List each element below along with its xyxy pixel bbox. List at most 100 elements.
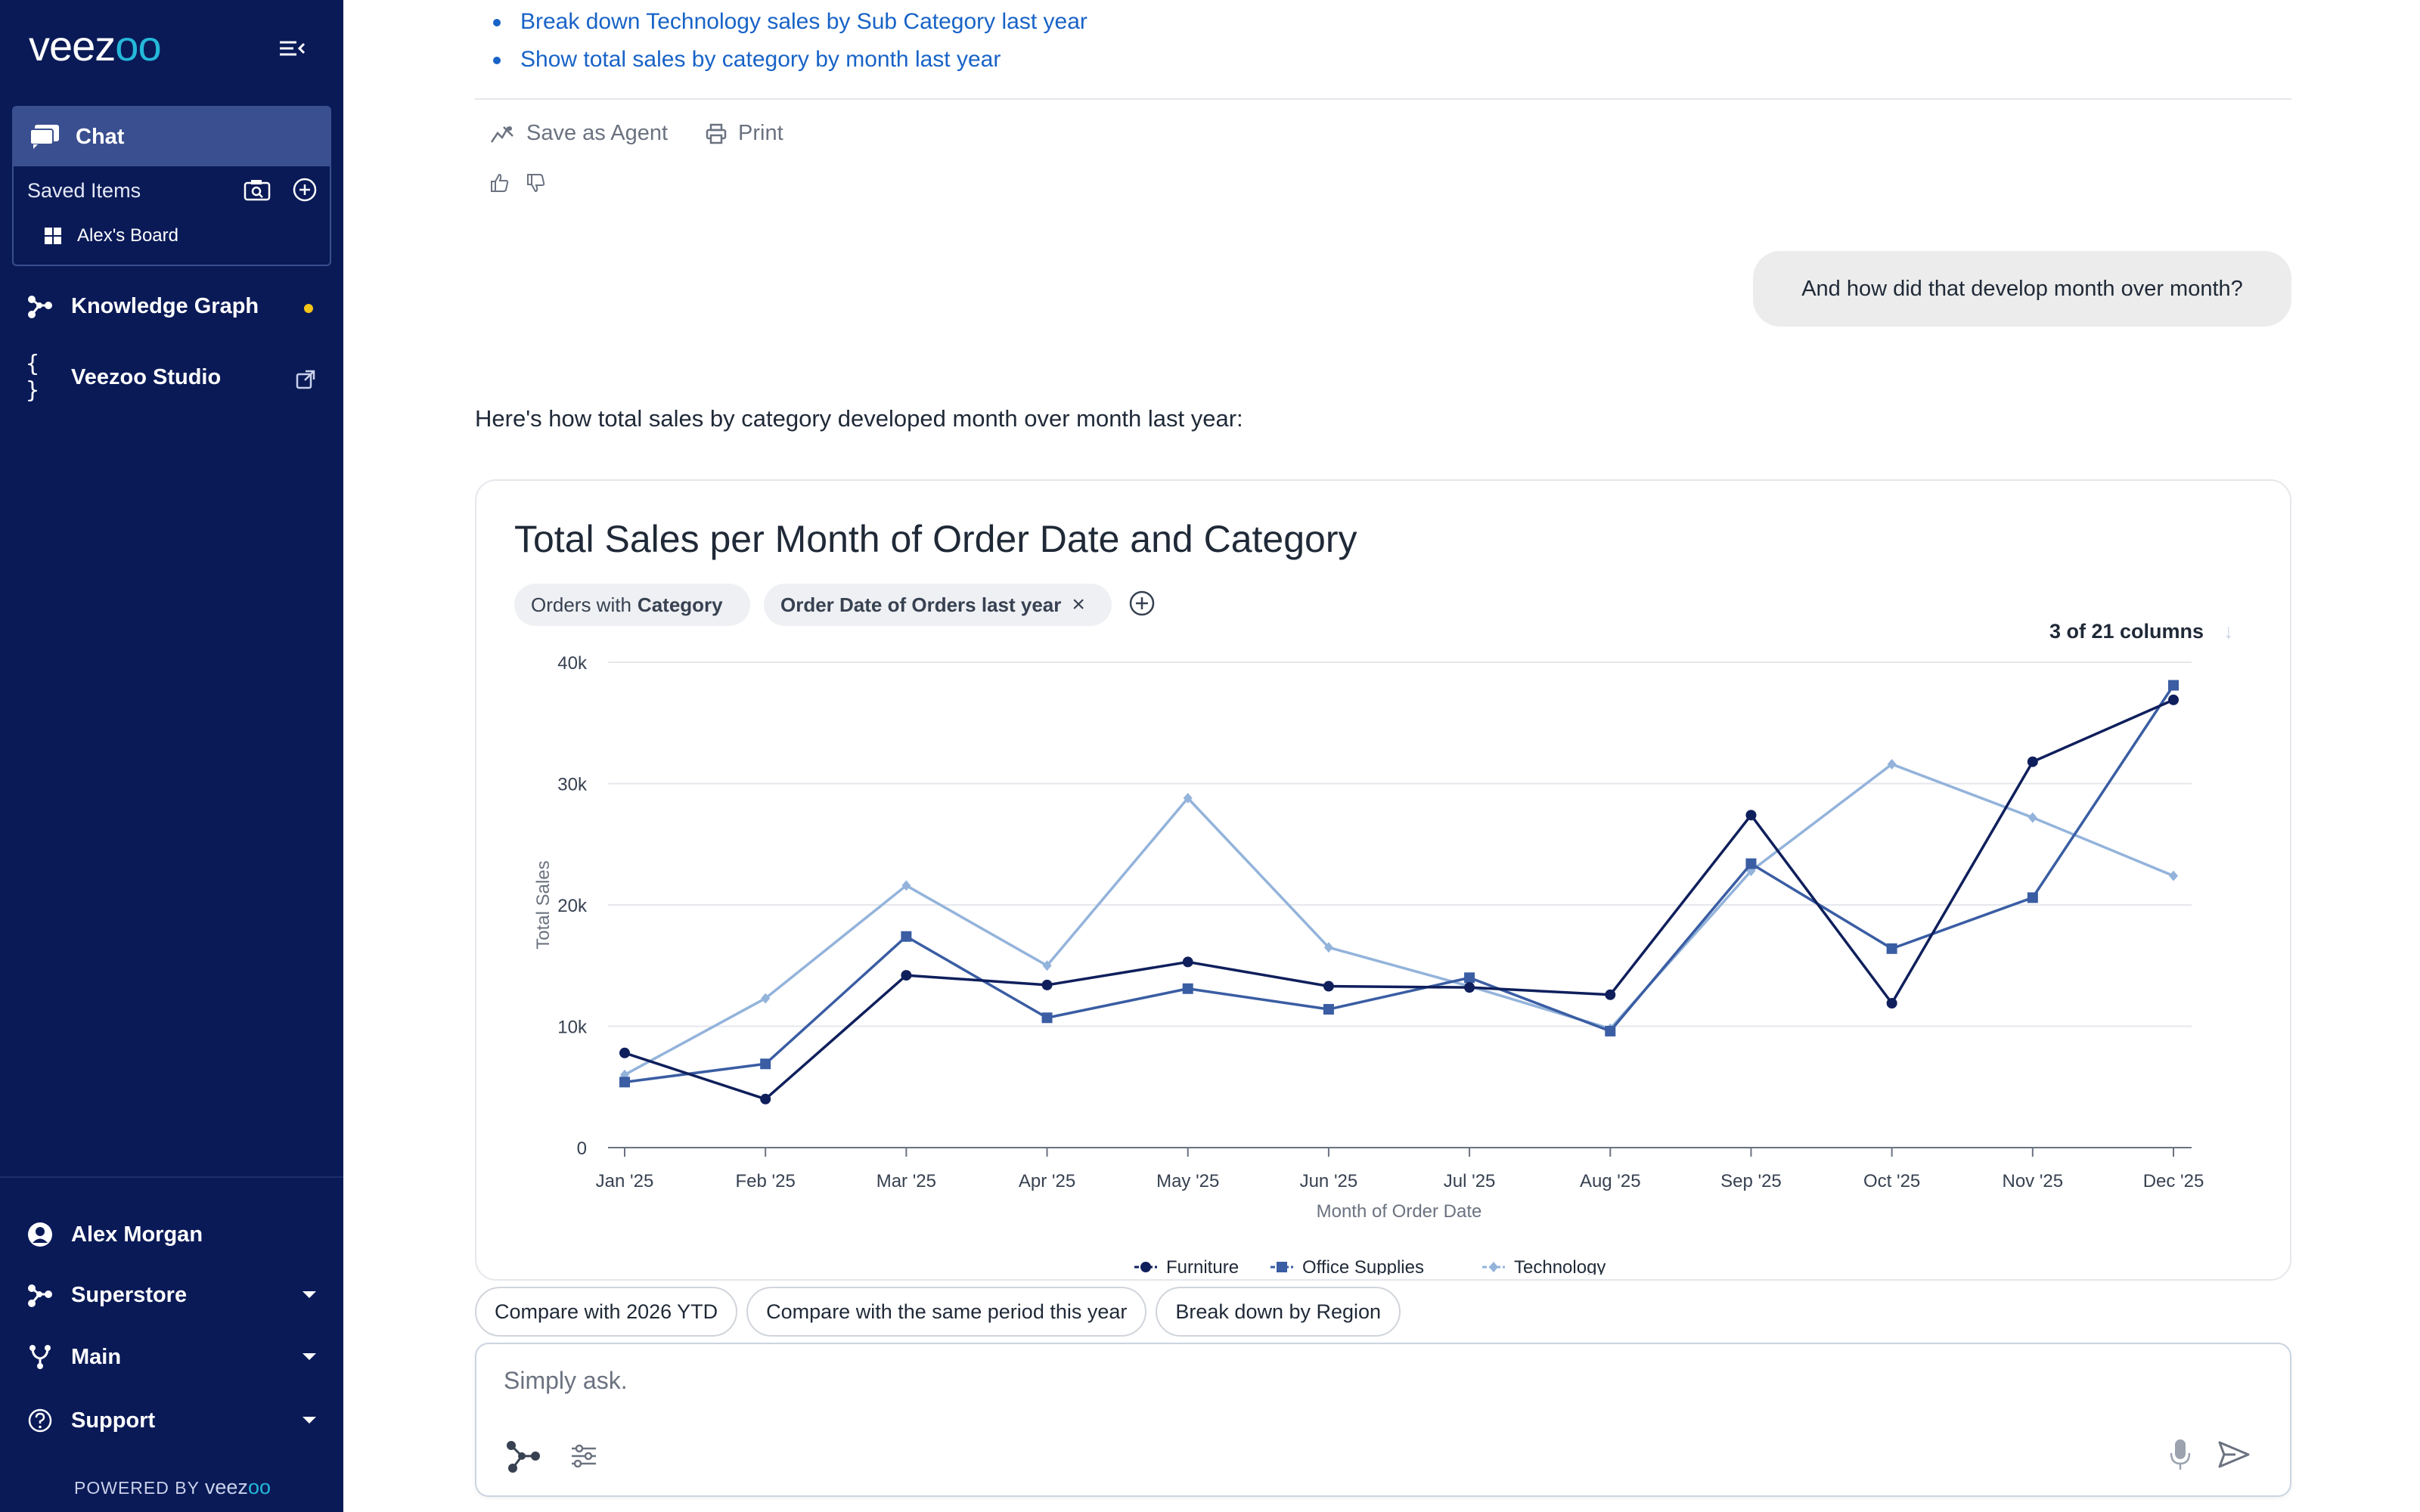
data-point: [2027, 892, 2038, 903]
collapse-sidebar-icon[interactable]: [277, 36, 307, 60]
x-tick-label: May '25: [1156, 1171, 1219, 1191]
status-dot: [304, 304, 313, 313]
x-tick-label: Dec '25: [2143, 1171, 2204, 1191]
data-point: [2027, 756, 2038, 767]
y-tick-label: 0: [577, 1139, 587, 1159]
x-tick-label: Jul '25: [1444, 1171, 1496, 1191]
sidebar-item-label: Chat: [76, 124, 125, 149]
knowledge-graph-icon[interactable]: [504, 1436, 543, 1476]
legend-marker: [1277, 1262, 1287, 1272]
data-point: [901, 970, 912, 981]
veezoo-logo[interactable]: veezoo: [29, 21, 162, 70]
chevron-down-icon[interactable]: [302, 1417, 316, 1424]
thumbs-up-icon[interactable]: [489, 172, 510, 194]
sliders-icon[interactable]: [569, 1441, 599, 1471]
y-tick-label: 30k: [557, 775, 588, 795]
y-tick-label: 40k: [557, 655, 588, 674]
suggested-link[interactable]: Break down Technology sales by Sub Categ…: [478, 3, 1087, 41]
data-point: [1887, 758, 1897, 770]
data-point: [760, 1058, 771, 1070]
series-line-technology: [624, 763, 2174, 1077]
legend-label: Technology: [1514, 1257, 1606, 1275]
suggestion-chip[interactable]: Break down by Region: [1156, 1287, 1401, 1337]
user-message-bubble: And how did that develop month over mont…: [1753, 251, 2291, 327]
data-point: [1041, 979, 1053, 990]
x-tick-label: Apr '25: [1019, 1171, 1075, 1191]
help-icon: [28, 1408, 52, 1433]
suggestion-chip[interactable]: Compare with the same period this year: [746, 1287, 1147, 1337]
sidebar-item-label: Main: [71, 1344, 122, 1369]
x-tick-label: Jan '25: [596, 1171, 654, 1191]
x-tick-label: Jun '25: [1300, 1171, 1358, 1191]
suggested-link[interactable]: Show total sales by category by month la…: [478, 41, 1087, 79]
chart-card: Total Sales per Month of Order Date and …: [475, 479, 2291, 1281]
data-point: [1605, 989, 1616, 1000]
data-point: [1182, 983, 1193, 994]
data-point: [1041, 1012, 1053, 1024]
board-item[interactable]: Alex's Board: [14, 215, 330, 257]
chevron-down-icon[interactable]: [302, 1353, 316, 1360]
board-label: Alex's Board: [77, 225, 178, 246]
assistant-answer: Here's how total sales by category devel…: [475, 405, 1243, 432]
data-point: [2169, 870, 2178, 881]
data-point: [761, 993, 771, 1004]
x-tick-label: Mar '25: [876, 1171, 936, 1191]
data-point: [2028, 812, 2037, 823]
data-point: [1323, 1004, 1334, 1015]
sidebar-item-veezoo-studio[interactable]: { } Veezoo Studio: [26, 351, 222, 404]
print-button[interactable]: Print: [705, 121, 783, 146]
send-icon[interactable]: [2217, 1439, 2251, 1470]
saved-items-label: Saved Items: [27, 178, 141, 202]
search-saved-icon[interactable]: [244, 178, 271, 203]
saved-items-header[interactable]: Saved Items: [14, 166, 330, 215]
printer-icon: [706, 123, 727, 144]
sidebar-item-label: Veezoo Studio: [71, 364, 222, 389]
user-name: Alex Morgan: [71, 1222, 203, 1247]
filter-chip-order-date[interactable]: Order Date of Orders last year ×: [764, 584, 1112, 626]
data-point: [1464, 982, 1475, 993]
external-link-icon[interactable]: [295, 369, 316, 390]
sidebar-item-main[interactable]: Main: [26, 1343, 121, 1371]
thumbs-down-icon[interactable]: [525, 172, 546, 194]
legend-label: Office Supplies: [1302, 1257, 1424, 1275]
add-icon[interactable]: [292, 177, 318, 203]
suggestion-chip[interactable]: Compare with 2026 YTD: [475, 1287, 738, 1337]
x-tick-label: Feb '25: [736, 1171, 796, 1191]
data-point: [901, 931, 912, 942]
data-point: [1605, 1025, 1616, 1036]
sidebar-item-chat[interactable]: Chat: [14, 107, 330, 166]
series-line-office-supplies: [624, 684, 2175, 1084]
sidebar-item-knowledge-graph[interactable]: Knowledge Graph: [26, 292, 259, 321]
agent-icon: [490, 125, 513, 143]
divider: [475, 98, 2291, 100]
sidebar-item-superstore[interactable]: Superstore: [26, 1281, 187, 1309]
code-braces-icon: { }: [26, 351, 40, 404]
chat-section: Chat Saved Items Alex's Board: [12, 106, 331, 266]
microphone-icon[interactable]: [2169, 1438, 2192, 1471]
x-tick-label: Aug '25: [1580, 1171, 1641, 1191]
y-tick-label: 20k: [557, 896, 588, 916]
data-point: [901, 880, 911, 891]
chat-input[interactable]: [504, 1359, 2243, 1402]
data-point: [1323, 981, 1334, 992]
save-as-agent-button[interactable]: Save as Agent: [490, 121, 668, 146]
suggestion-chips: Compare with 2026 YTD Compare with the s…: [475, 1287, 1401, 1337]
legend-marker: [1489, 1262, 1498, 1272]
data-point: [1323, 942, 1333, 953]
data-point: [1886, 998, 1897, 1009]
add-filter-icon[interactable]: [1128, 590, 1156, 617]
sidebar-item-label: Knowledge Graph: [71, 293, 259, 318]
legend-label: Furniture: [1166, 1257, 1239, 1275]
sidebar-item-support[interactable]: Support: [26, 1406, 155, 1435]
sidebar-item-label: Superstore: [71, 1282, 188, 1307]
x-tick-label: Nov '25: [2003, 1171, 2064, 1191]
columns-selector[interactable]: 3 of 21 columns ↓: [2049, 620, 2234, 643]
sidebar-item-user[interactable]: Alex Morgan: [26, 1220, 203, 1249]
close-icon[interactable]: ×: [1072, 592, 1085, 617]
line-chart: 0 10k 20k 30k 40k Jan '25 Feb '25 Mar '25 Apr '2…: [533, 655, 2204, 1275]
chevron-down-icon[interactable]: [302, 1291, 316, 1298]
data-point: [1745, 858, 1757, 869]
data-point: [619, 1047, 630, 1058]
board-grid-icon: [45, 228, 61, 244]
filter-chip-category[interactable]: Orders with Category: [514, 584, 750, 626]
